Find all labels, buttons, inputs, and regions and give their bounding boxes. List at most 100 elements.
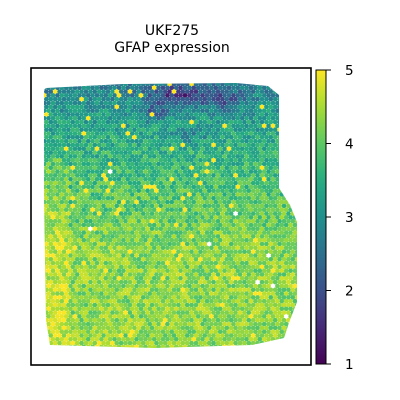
expression-spot (266, 207, 271, 212)
expression-spot (196, 207, 201, 212)
expression-spot (104, 246, 109, 251)
expression-spot (88, 318, 93, 323)
expression-spot (271, 207, 276, 212)
expression-spot (145, 280, 150, 285)
expression-spot (273, 280, 278, 285)
expression-spot (269, 318, 274, 323)
expression-spot (90, 207, 95, 212)
expression-spot (225, 97, 230, 102)
expression-spot (110, 135, 115, 140)
colorbar-tick-label: 5 (345, 63, 354, 79)
expression-spot (49, 173, 54, 178)
expression-spot (55, 246, 60, 251)
expression-spot (198, 318, 203, 323)
expression-spot (108, 207, 113, 212)
expression-spot (242, 135, 247, 140)
expression-spot (189, 280, 194, 285)
expression-spot (174, 246, 179, 251)
expression-spot (222, 207, 227, 212)
chart-title: UKF275 GFAP expression (114, 23, 230, 56)
expression-spot (128, 173, 133, 178)
expression-spot (148, 207, 153, 212)
expression-spot (260, 97, 265, 102)
expression-spot (121, 246, 126, 251)
colorbar-ticks: 12345 (326, 63, 354, 373)
expression-spot (57, 280, 62, 285)
expression-spot (132, 97, 137, 102)
expression-spot (196, 246, 201, 251)
expression-spot (60, 207, 65, 212)
expression-spot (161, 246, 166, 251)
expression-spot (227, 207, 232, 212)
colorbar: 12345 (316, 63, 354, 373)
expression-spot (236, 246, 241, 251)
expression-spot (269, 280, 274, 285)
expression-spot (258, 207, 263, 212)
expression-spot (84, 318, 89, 323)
expression-spot (225, 135, 230, 140)
expression-spot (95, 246, 100, 251)
expression-spot (286, 280, 291, 285)
expression-spot (282, 280, 287, 285)
expression-spot (106, 280, 111, 285)
expression-spot (154, 173, 159, 178)
expression-spot (137, 173, 142, 178)
expression-spot (264, 280, 269, 285)
expression-spot (159, 173, 164, 178)
expression-spot (240, 246, 245, 251)
expression-spot (97, 318, 102, 323)
expression-spot (163, 173, 168, 178)
expression-spot (167, 318, 172, 323)
expression-spot (106, 97, 111, 102)
expression-spot (77, 207, 82, 212)
expression-spot (154, 135, 159, 140)
expression-spot (242, 173, 247, 178)
expression-spot (238, 280, 243, 285)
expression-spot (225, 173, 230, 178)
expression-spot (189, 318, 194, 323)
expression-spot (71, 318, 76, 323)
expression-spot (255, 135, 260, 140)
expression-spot (176, 280, 181, 285)
expression-spot (167, 173, 172, 178)
expression-spot (220, 97, 225, 102)
expression-spot (167, 135, 172, 140)
expression-spot (216, 173, 221, 178)
expression-spot (277, 280, 282, 285)
expression-spot (170, 207, 175, 212)
expression-spot (88, 280, 93, 285)
expression-spot (123, 135, 128, 140)
expression-spot (269, 97, 274, 102)
expression-spot (115, 280, 120, 285)
expression-spot (62, 280, 67, 285)
expression-spot (64, 207, 69, 212)
expression-spot (209, 207, 214, 212)
expression-spot (222, 246, 227, 251)
colorbar-bar (316, 70, 326, 364)
expression-spot (66, 318, 71, 323)
expression-spot (185, 97, 190, 102)
expression-spot (132, 318, 137, 323)
expression-spot (203, 280, 208, 285)
expression-spot (119, 318, 124, 323)
expression-spot (75, 280, 80, 285)
expression-spot (207, 97, 212, 102)
expression-spot (189, 97, 194, 102)
expression-spot (231, 207, 236, 212)
expression-spot (211, 318, 216, 323)
expression-spot (216, 135, 221, 140)
expression-spot (218, 207, 223, 212)
expression-spot (119, 97, 124, 102)
expression-spot (214, 207, 219, 212)
expression-spot (165, 246, 170, 251)
expression-spot (49, 318, 54, 323)
expression-spot (181, 318, 186, 323)
expression-spot (84, 280, 89, 285)
expression-spot (106, 173, 111, 178)
expression-spot (207, 280, 212, 285)
expression-spot (49, 280, 54, 285)
expression-spot (251, 318, 256, 323)
expression-spot (260, 173, 265, 178)
expression-spot (75, 318, 80, 323)
expression-spot (123, 173, 128, 178)
